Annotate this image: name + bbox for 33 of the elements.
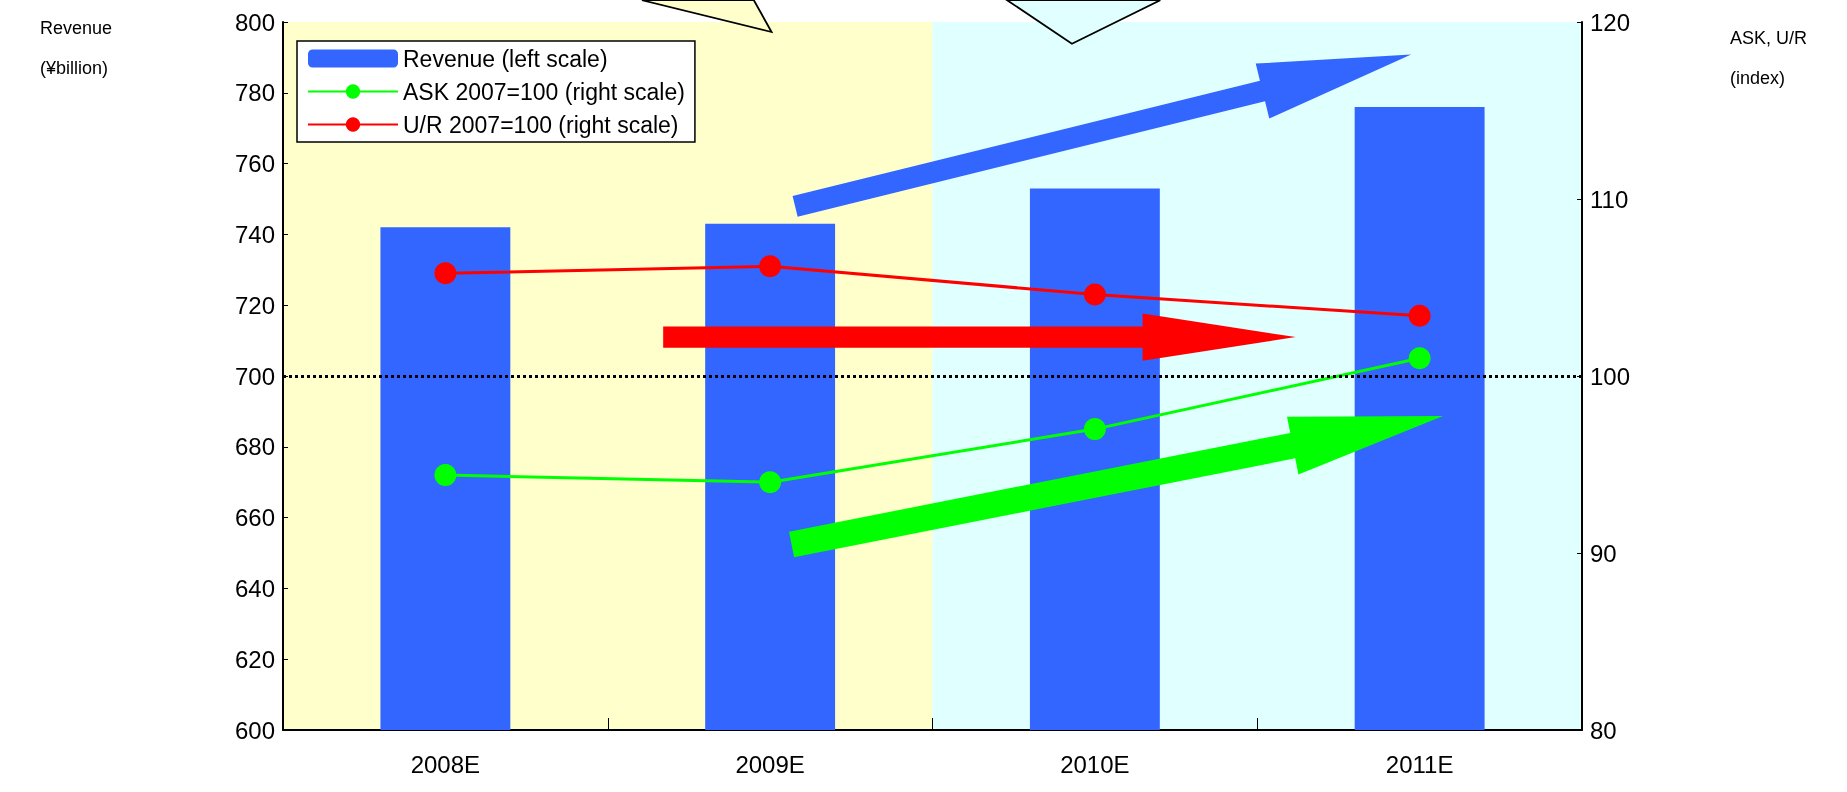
point <box>434 464 457 487</box>
point <box>1083 283 1106 306</box>
y-tick-label: 720 <box>234 291 275 319</box>
y-tick-label: 620 <box>234 645 275 673</box>
point <box>1408 347 1431 370</box>
point <box>434 262 457 285</box>
x-tick-label: 2011E <box>1385 750 1454 778</box>
point <box>1408 304 1431 327</box>
point <box>1083 418 1106 441</box>
y-tick-label: 800 <box>234 8 275 36</box>
legend-label: U/R 2007=100 (right scale) <box>403 111 679 138</box>
y-tick-label: 740 <box>234 220 275 248</box>
point <box>759 471 782 494</box>
legend-label: Revenue (left scale) <box>403 45 608 72</box>
y-tick-label: 600 <box>234 716 275 744</box>
y2-tick-label: 90 <box>1590 539 1617 567</box>
legend-label: ASK 2007=100 (right scale) <box>403 78 685 105</box>
y-tick-label: 640 <box>234 574 275 602</box>
y-tick-label: 660 <box>234 504 275 532</box>
y-tick-label: 780 <box>234 79 275 107</box>
x-tick-label: 2009E <box>735 750 805 778</box>
x-tick-label: 2008E <box>410 750 481 778</box>
y-tick-label: 680 <box>234 433 275 461</box>
text: ASK, U/R (index) <box>1729 28 1808 88</box>
x-tick-label: 2010E <box>1060 750 1130 778</box>
text: Revenue (¥billion) <box>40 18 113 78</box>
point <box>759 255 782 278</box>
y2-tick-label: 120 <box>1590 8 1631 36</box>
y-tick-label: 760 <box>234 150 275 178</box>
y2-tick-label: 100 <box>1590 362 1631 390</box>
y2-tick-label: 80 <box>1590 716 1617 744</box>
y-tick-label: 700 <box>234 362 275 390</box>
y2-tick-label: 110 <box>1590 185 1629 213</box>
